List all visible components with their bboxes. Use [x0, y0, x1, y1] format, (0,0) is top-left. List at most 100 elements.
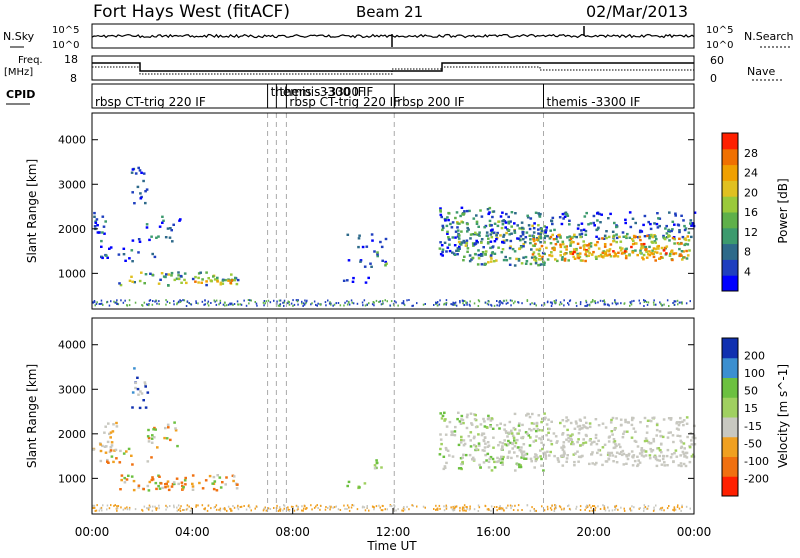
power-cell	[648, 253, 652, 257]
velocity-cell	[469, 412, 473, 415]
power-ground-cell	[143, 301, 146, 304]
velocity-cell	[562, 454, 565, 458]
velocity-cell	[482, 461, 486, 464]
power-cell	[516, 224, 519, 227]
velocity-ground-cell	[554, 504, 556, 506]
power-cell	[346, 279, 349, 282]
velocity-cell	[232, 479, 235, 483]
velocity-cell	[519, 449, 523, 452]
velocity-ground-cell	[453, 509, 456, 512]
velocity-ground-cell	[245, 508, 248, 511]
station-title: Fort Hays West (fitACF)	[93, 2, 290, 22]
velocity-ground-cell	[678, 507, 681, 510]
power-cell	[460, 241, 464, 244]
velocity-ground-cell	[311, 508, 313, 511]
power-cell	[480, 238, 484, 241]
power-cell	[539, 241, 542, 244]
velocity-cell	[684, 464, 688, 468]
velocity-ground-cell	[677, 504, 679, 507]
power-cell	[615, 236, 619, 240]
power-cell	[499, 234, 502, 237]
velocity-cell	[655, 464, 659, 468]
velocity-ground-cell	[215, 508, 218, 511]
power-cell	[128, 279, 132, 282]
power-cell	[594, 255, 598, 259]
velocity-cell	[644, 450, 648, 453]
velocity-ground-cell	[366, 505, 368, 507]
velocity-ground-cell	[461, 506, 464, 509]
power-cell	[638, 230, 642, 234]
velocity-ground-cell	[356, 508, 359, 511]
velocity-cell	[657, 447, 661, 450]
power-ground-cell	[386, 300, 388, 303]
power-ground-cell	[452, 301, 454, 304]
velocity-ground-cell	[496, 506, 498, 508]
power-cell	[522, 242, 525, 246]
power-ground-cell	[263, 300, 266, 302]
velocity-cell	[626, 421, 630, 424]
velocity-ground-cell	[668, 505, 670, 507]
velocity-cell	[632, 416, 635, 420]
power-cell	[586, 250, 590, 253]
power-ground-cell	[594, 300, 596, 303]
power-ground-cell	[176, 303, 178, 306]
power-cell	[439, 213, 443, 217]
power-cell	[609, 212, 612, 216]
power-ground-cell	[337, 302, 340, 304]
power-cell	[506, 228, 509, 231]
power-cell	[615, 233, 618, 236]
power-cell	[522, 245, 525, 248]
power-cell	[499, 215, 503, 218]
velocity-cell	[609, 421, 613, 424]
velocity-cell	[666, 436, 670, 439]
velocity-cell	[620, 453, 624, 457]
power-cell	[680, 214, 683, 217]
power-cell	[678, 237, 681, 240]
velocity-cell	[632, 427, 636, 430]
velocity-cell	[675, 455, 679, 458]
velocity-ground-cell	[316, 504, 318, 507]
velocity-ground-cell	[403, 506, 405, 508]
power-cell	[667, 228, 671, 232]
power-cell	[674, 252, 678, 255]
power-ground-cell	[389, 304, 391, 307]
power-ground-cell	[594, 302, 597, 305]
power-ground-cell	[179, 299, 181, 302]
power-cell	[497, 246, 500, 249]
velocity-cell	[530, 422, 534, 425]
power-cell	[655, 222, 659, 226]
power-ground-cell	[555, 301, 557, 304]
frequency-trace	[92, 62, 694, 72]
velocity-ground-cell	[116, 509, 118, 512]
velocity-cell	[622, 463, 626, 466]
velocity-cell	[612, 438, 616, 441]
power-cell	[682, 219, 685, 222]
velocity-cell	[535, 435, 538, 438]
power-cell	[645, 256, 649, 259]
power-cell	[578, 252, 582, 255]
velocity-cell	[549, 439, 553, 443]
velocity-ground-cell	[639, 507, 641, 509]
velocity-ground-cell	[224, 508, 226, 511]
velocity-cell	[549, 450, 552, 454]
power-cell	[584, 229, 588, 233]
power-ground-cell	[100, 299, 103, 302]
power-cell	[628, 254, 631, 257]
power-ground-cell	[603, 303, 605, 306]
power-cell	[549, 235, 553, 239]
cpid-segment-label: themis -3300 IF	[279, 85, 373, 99]
velocity-ground-cell	[262, 509, 265, 512]
power-ground-cell	[316, 304, 318, 307]
power-cell	[546, 234, 549, 238]
velocity-ground-cell	[591, 509, 594, 512]
power-cell	[579, 259, 583, 262]
power-cell	[440, 244, 444, 247]
velocity-cell	[165, 482, 168, 485]
velocity-cell	[541, 435, 544, 439]
power-cell	[100, 245, 103, 248]
power-cell	[216, 276, 219, 280]
power-cell	[207, 277, 210, 280]
velocity-ground-cell	[380, 509, 383, 512]
power-ground-cell	[681, 301, 683, 304]
velocity-ground-cell	[579, 509, 582, 511]
